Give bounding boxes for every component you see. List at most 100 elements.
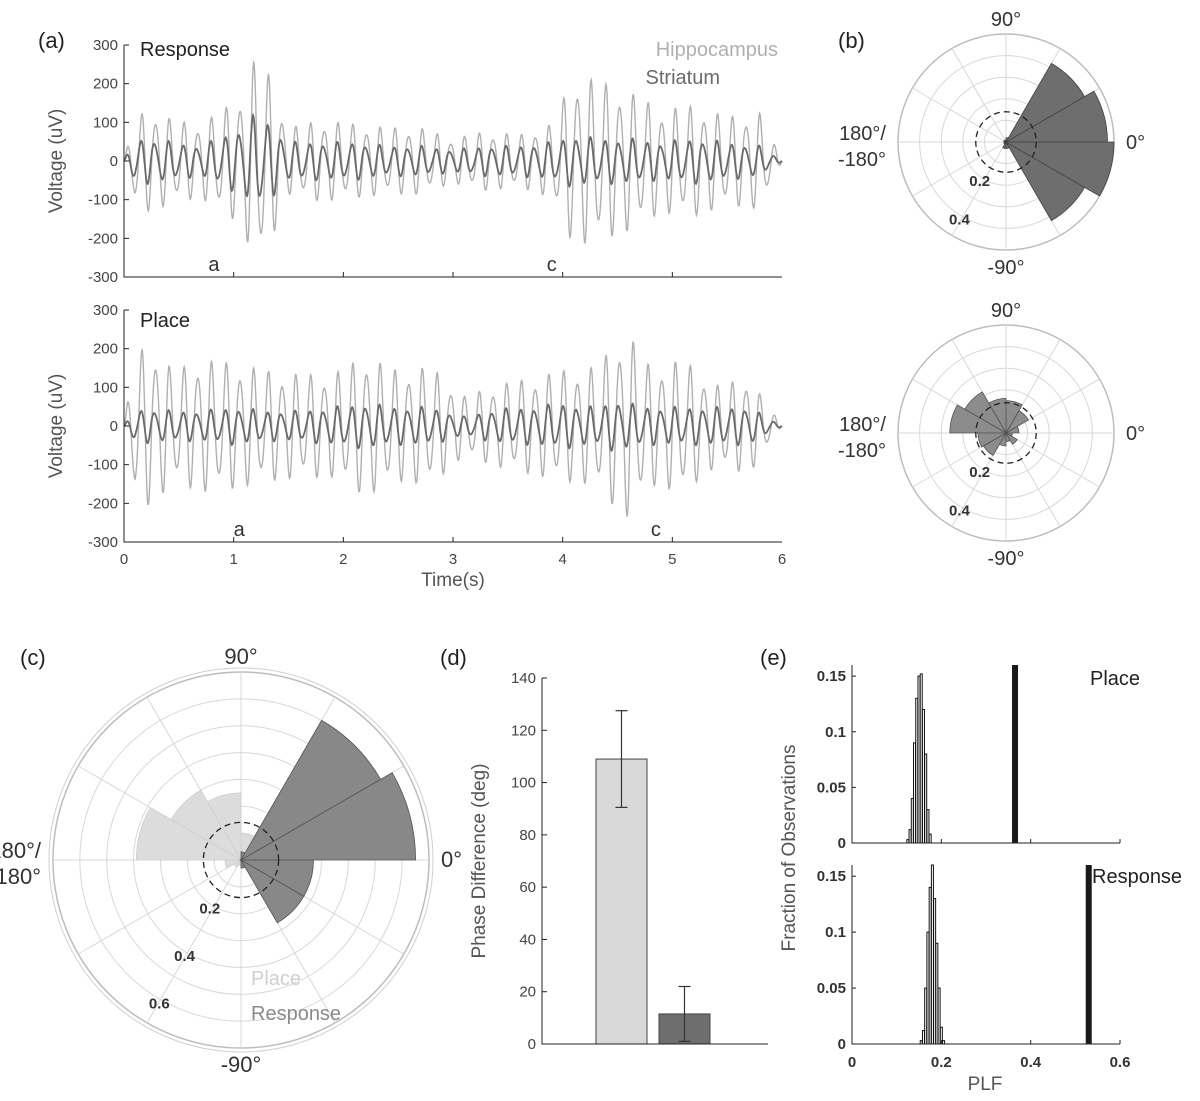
series-line-striatum: [123, 112, 783, 198]
ytick-label: -200: [88, 495, 118, 512]
ytick-label: 100: [511, 775, 536, 792]
legend-striatum: Striatum: [646, 67, 720, 89]
polar-bin-bins: [949, 404, 1008, 434]
legend-hippocampus: Hippocampus: [656, 39, 778, 61]
observed-plf-bar: [1085, 865, 1092, 1044]
theta-label-minus90: -90°: [221, 1052, 262, 1077]
annotation-c: c: [651, 519, 661, 541]
ytick-label: 200: [93, 341, 118, 358]
polar-spoke: [77, 859, 242, 955]
polar-r-label: 0.2: [969, 173, 990, 190]
hist-bar: [913, 742, 917, 844]
hist-bar: [933, 898, 937, 1045]
theta-label-0: 0°: [441, 847, 462, 872]
annotation-a: a: [234, 519, 246, 541]
polar-bin-bins: [1004, 431, 1018, 445]
polar-r-label: 0.4: [174, 948, 196, 965]
polar-bin-bins: [1004, 90, 1108, 143]
hist-bar: [924, 753, 928, 844]
polar-bin-response: [239, 772, 417, 861]
polar-bin-response: [240, 851, 246, 862]
title-a-place: Place: [140, 310, 190, 332]
panel-label-d: (d): [440, 645, 467, 670]
hist-bar: [915, 697, 919, 844]
hist-bar: [926, 931, 930, 1045]
annotation-c: c: [547, 254, 557, 276]
ytick-label: 80: [519, 827, 536, 844]
hist-bar: [935, 942, 939, 1045]
polar-bin-bins: [1004, 62, 1086, 144]
ytick-label: 40: [519, 931, 536, 948]
xlabel-a-place: Time(s): [421, 570, 485, 591]
polar-r-label: 0.4: [949, 211, 971, 228]
title-e-place: Place: [1090, 668, 1140, 690]
axes-d: [541, 678, 768, 1045]
hist-bar: [917, 675, 921, 844]
xtick-label: 6: [778, 551, 786, 568]
hist-bar: [906, 839, 910, 844]
xtick-label: 0: [120, 551, 128, 568]
panel-label-a: (a): [38, 28, 65, 53]
ytick-label: 200: [93, 76, 118, 93]
polar-outer-ring-2: [48, 667, 434, 1053]
series-line-striatum: [123, 402, 783, 453]
hist-bar: [924, 987, 928, 1045]
bar-chart-d: 0 20 40 60 80 100 120 140 Phase Difference (deg…: [469, 670, 768, 1053]
ytick-label: 300: [93, 302, 118, 319]
ytick-label: 0: [838, 1036, 846, 1053]
polar-bin-response: [239, 858, 305, 924]
theta-label-90: 90°: [224, 644, 257, 669]
plot-a-place: 300 200 100 0 -100 -200 -300 0 1 2 3 4 5 6 Place Vol…: [46, 302, 786, 591]
ytick-label: 0.05: [817, 980, 846, 997]
polar-bin-response: [239, 719, 382, 862]
hist-bar: [919, 673, 923, 844]
ytick-label: -200: [88, 230, 118, 247]
panel-label-c: (c): [20, 645, 46, 670]
ytick-label: 0.1: [825, 724, 846, 741]
polar-spoke: [146, 859, 242, 1024]
polar-spoke: [1005, 432, 1061, 527]
polar-c: 0.2 0.4 0.6 90° 0° -90° 180°/-180°: [0, 644, 462, 1077]
ytick-label: 0.05: [817, 779, 846, 796]
ytick-label: -300: [88, 269, 118, 286]
ytick-label: 300: [93, 37, 118, 54]
xtick-label: 4: [558, 551, 566, 568]
polar-spoke: [951, 141, 1007, 236]
polar-spoke: [1005, 432, 1100, 488]
plot-a-response: 300 200 100 0 -100 -200 -300 Response Voltage …: [46, 37, 783, 286]
polar-bin-bins: [998, 431, 1007, 447]
theta-label-minus90: -90°: [988, 548, 1025, 570]
legend-c-response: Response: [251, 1003, 341, 1025]
polar-r-label: 0.6: [149, 995, 170, 1012]
panel-label-b: (b): [838, 28, 865, 53]
xtick-label: 0.6: [1110, 1054, 1131, 1071]
ylabel-d: Phase Difference (deg): [469, 763, 490, 958]
legend-c-place: Place: [251, 968, 301, 990]
theta-label-180: 180°/: [839, 123, 886, 145]
ylabel-a-response: Voltage (uV): [46, 109, 67, 214]
polar-bin-response: [240, 858, 246, 869]
polar-bin-bins: [1005, 140, 1010, 149]
axes-e-response: [851, 865, 1120, 1045]
polar-threshold-ring: [975, 111, 1037, 173]
ytick-label: 60: [519, 879, 536, 896]
polar-threshold-ring: [202, 821, 280, 899]
polar-spoke: [912, 87, 1007, 143]
ytick-label: -100: [88, 192, 118, 209]
theta-label-90: 90°: [991, 9, 1021, 31]
series-line-hippocampus: [123, 341, 783, 517]
ytick-label: 0: [110, 418, 118, 435]
ytick-label: 120: [511, 722, 536, 739]
hist-bar: [928, 833, 932, 844]
axes-e-place: [851, 665, 1120, 844]
hist-bar: [921, 1030, 925, 1045]
ytick-label: 0: [110, 153, 118, 170]
hist-bar: [908, 829, 912, 844]
xtick-label: 3: [449, 551, 457, 568]
hist-bar: [937, 987, 941, 1045]
xtick-label: 0.2: [931, 1054, 952, 1071]
theta-label-180: 180°/: [839, 414, 886, 436]
theta-label-minus180: -180°: [0, 864, 41, 889]
xtick-label: 0.4: [1020, 1054, 1042, 1071]
ytick-label: 0.15: [817, 868, 846, 885]
